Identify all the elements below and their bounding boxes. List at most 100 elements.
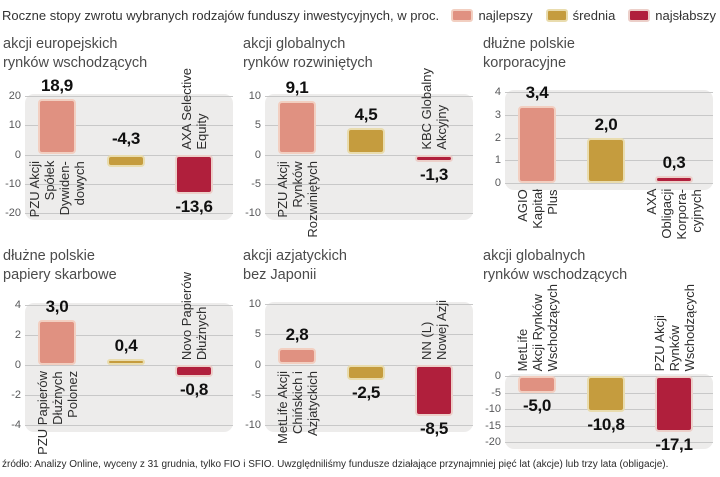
y-axis-tick-label: -2 (11, 389, 21, 401)
gridline (505, 114, 713, 116)
gridline (265, 425, 473, 426)
y-axis-tick-label: -10 (245, 419, 261, 431)
fund-name-text: AGIO Kapitał Plus (514, 189, 560, 229)
bar-najlepszy (38, 99, 76, 155)
value-label: -2,5 (351, 382, 381, 402)
fund-name-text: NN (L) Nowej Azji (419, 299, 449, 360)
fund-label: MetLife Akcji Chińskich i Azjatyckich (257, 371, 337, 444)
y-axis-tick-label: 0 (494, 177, 501, 189)
gridline (25, 183, 233, 185)
gridline (25, 335, 233, 336)
y-axis-tick-label: 2 (14, 329, 21, 341)
chart-title: dłużne polskie korporacyjne (483, 36, 575, 71)
y-axis-tick-label: 10 (248, 298, 261, 310)
bar-srednia (107, 359, 145, 365)
bar-srednia (347, 128, 385, 155)
legend-swatch-najlepszy-icon (451, 9, 474, 22)
chart-cell-1: akcji europejskich rynków wschodzących 20… (0, 30, 240, 242)
source-note: źródło: Analizy Online, wyceny z 31 grud… (2, 459, 669, 470)
fund-label: AGIO Kapitał Plus (497, 189, 577, 229)
fund-label: MetLife Akcji Rynków Wschodzących (497, 284, 577, 371)
bar-najlepszy (38, 320, 76, 365)
y-axis-tick-label: -20 (485, 436, 501, 448)
fund-label: KBC Globalny Akcyjny (394, 68, 474, 150)
gridline (265, 213, 473, 214)
fund-name-text: Novo Papierów Dłużnych (179, 271, 209, 360)
value-label: 0,4 (114, 336, 138, 355)
y-axis-tick-label: 3 (494, 108, 501, 121)
fund-label: PZU Akcji Spółek Dywiden- dowych (17, 161, 97, 217)
gridline (505, 425, 713, 427)
bar-najslabszy (415, 364, 453, 416)
chart-title: dłużne polskie papiery skarbowe (3, 248, 117, 283)
chart-cell-5: akcji azjatyckich bez Japonii 10 5 0 -5 -10 2,… (240, 242, 480, 454)
fund-name-text: MetLife Akcji Rynków Wschodzących (514, 283, 560, 371)
bar-najlepszy (518, 376, 556, 393)
bar-najslabszy (655, 176, 693, 183)
value-label: -13,6 (175, 197, 213, 217)
y-axis-tick-label: 2 (494, 131, 501, 144)
gridline (25, 305, 233, 306)
legend-item-najslabszy: najsłabszy (628, 8, 716, 23)
value-label: 9,1 (285, 78, 309, 98)
value-label: -1,3 (419, 165, 449, 185)
fund-label: PZU Akcji Rynków Wschodzących (634, 284, 714, 371)
fund-name-text: KBC Globalny Akcyjny (419, 67, 449, 150)
fund-name-text: AXA Selective Equity (179, 67, 209, 150)
gridline (505, 92, 713, 93)
legend-label-najlepszy: najlepszy (478, 8, 533, 23)
y-axis-tick-label: -10 (5, 177, 21, 190)
chart-title: akcji globalnych rynków rozwiniętych (243, 36, 373, 71)
value-label: 4,5 (354, 105, 378, 125)
chart-title: akcji azjatyckich bez Japonii (243, 248, 347, 283)
fund-label: AXA Selective Equity (154, 68, 234, 150)
bar-srednia (587, 137, 625, 183)
gridline (25, 365, 233, 366)
header: Roczne stopy zwrotu wybranych rodzajów f… (0, 0, 720, 28)
y-axis-tick-label: 0 (14, 148, 21, 161)
fund-name-text: PZU Akcji Spółek Dywiden- dowych (27, 160, 87, 217)
y-axis-tick-label: 0 (494, 370, 501, 382)
bar-srednia (107, 154, 145, 168)
chart-cell-2: akcji globalnych rynków rozwiniętych 10 5 0… (240, 30, 480, 242)
bar-najslabszy (175, 365, 213, 377)
fund-name-text: MetLife Akcji Chińskich i Azjatyckich (274, 370, 320, 444)
y-axis-tick-label: 0 (14, 359, 21, 371)
fund-label: PZU Akcji Rynków Rozwiniętych (257, 161, 337, 238)
y-axis-tick-label: 10 (8, 119, 21, 132)
y-axis-tick-label: 0 (254, 148, 261, 161)
y-axis-tick-label: 10 (248, 90, 261, 102)
value-label: 0,3 (662, 153, 686, 173)
legend-item-najlepszy: najlepszy (451, 8, 533, 23)
y-axis-tick-label: 1 (494, 154, 501, 167)
value-label: 2,0 (594, 114, 618, 134)
fund-name-text: PZU Papierów Dłużnych Polonez (34, 371, 80, 455)
y-axis-tick-label: 5 (254, 328, 261, 341)
chart-cell-3: dłużne polskie korporacyjne 4 3 2 1 0 3,4 AGIO … (480, 30, 720, 242)
y-axis-tick-label: 5 (254, 119, 261, 132)
legend-label-srednia: średnia (572, 8, 616, 23)
value-label: 2,8 (285, 324, 309, 344)
gridline (265, 334, 473, 336)
value-label: -0,8 (179, 380, 209, 399)
value-label: 3,0 (45, 297, 69, 316)
legend-swatch-srednia-icon (545, 9, 568, 22)
fund-name-text: PZU Akcji Rynków Rozwiniętych (274, 160, 320, 238)
gridline (25, 425, 233, 426)
chart-cell-4: dłużne polskie papiery skarbowe 4 2 0 -2 -4 3,… (0, 242, 240, 455)
legend-label-najslabszy: najsłabszy (655, 8, 716, 23)
bar-srednia (587, 376, 625, 412)
y-axis-tick-label: -10 (245, 207, 261, 219)
y-axis-tick-label: 20 (8, 90, 21, 102)
gridline (265, 394, 473, 396)
y-axis-tick-label: -5 (251, 177, 261, 190)
fund-label: NN (L) Nowej Azji (394, 300, 474, 360)
page-title: Roczne stopy zwrotu wybranych rodzajów f… (2, 8, 440, 23)
chart-title: akcji globalnych rynków wschodzących (483, 248, 628, 283)
gridline (25, 125, 233, 127)
gridline (25, 96, 233, 97)
value-label: -10,8 (587, 414, 625, 434)
fund-name-text: PZU Akcji Rynków Wschodzących (651, 283, 697, 371)
bar-najslabszy (175, 154, 213, 195)
